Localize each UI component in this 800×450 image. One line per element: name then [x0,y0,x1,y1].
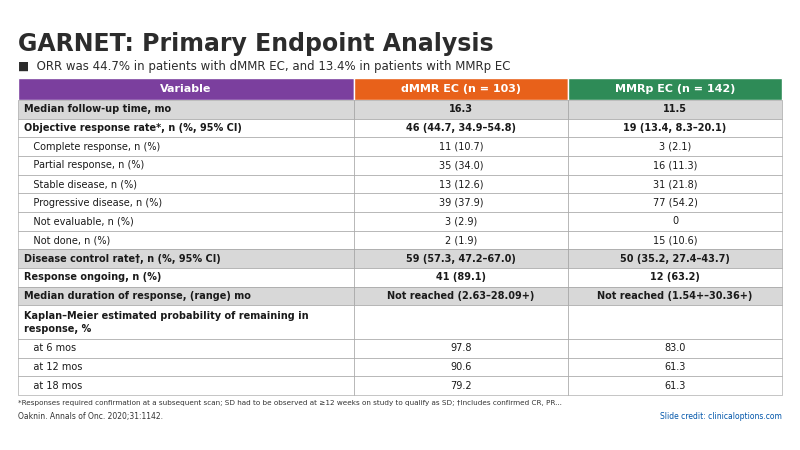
Bar [568,156,782,175]
Bar [354,268,568,287]
Text: Oaknin. Annals of Onc. 2020;31:1142.: Oaknin. Annals of Onc. 2020;31:1142. [18,412,163,421]
Text: Median follow-up time, mo: Median follow-up time, mo [24,104,171,114]
Text: 61.3: 61.3 [664,362,686,372]
Bar [568,119,782,137]
Bar [18,212,354,231]
Bar [568,358,782,376]
Bar [18,156,354,175]
Bar [568,100,782,119]
Text: *Responses required confirmation at a subsequent scan; SD had to be observed at : *Responses required confirmation at a su… [18,400,562,406]
Text: 12 (63.2): 12 (63.2) [650,272,700,282]
Text: at 12 mos: at 12 mos [24,362,82,372]
Bar [354,119,568,137]
Bar [568,231,782,249]
Text: Median duration of response, (range) mo: Median duration of response, (range) mo [24,291,251,301]
Text: 19 (13.4, 8.3–20.1): 19 (13.4, 8.3–20.1) [623,123,726,133]
Text: MMRp EC (n = 142): MMRp EC (n = 142) [615,84,735,94]
Text: 90.6: 90.6 [450,362,472,372]
Bar [18,376,354,395]
Text: Slide credit: clinicaloptions.com: Slide credit: clinicaloptions.com [660,412,782,421]
Bar [18,231,354,249]
Bar [18,339,354,358]
Bar [18,137,354,156]
Text: 11 (10.7): 11 (10.7) [439,142,483,152]
Text: Response ongoing, n (%): Response ongoing, n (%) [24,272,162,282]
Bar [568,212,782,231]
Bar [18,249,354,268]
Bar [354,78,568,100]
Text: Not reached (1.54+–30.36+): Not reached (1.54+–30.36+) [598,291,753,301]
Text: 2 (1.9): 2 (1.9) [445,235,478,245]
Text: ■  ORR was 44.7% in patients with dMMR EC, and 13.4% in patients with MMRp EC: ■ ORR was 44.7% in patients with dMMR EC… [18,60,510,73]
Text: Kaplan–Meier estimated probability of remaining in
response, %: Kaplan–Meier estimated probability of re… [24,310,309,334]
Text: 31 (21.8): 31 (21.8) [653,179,698,189]
Text: Not done, n (%): Not done, n (%) [24,235,110,245]
Text: 39 (37.9): 39 (37.9) [439,198,483,208]
Text: 79.2: 79.2 [450,381,472,391]
Bar [568,249,782,268]
Text: 13 (12.6): 13 (12.6) [439,179,483,189]
Text: 0: 0 [672,216,678,226]
Bar [354,231,568,249]
Text: 3 (2.9): 3 (2.9) [445,216,478,226]
Text: 41 (89.1): 41 (89.1) [436,272,486,282]
Text: Objective response rate*, n (%, 95% CI): Objective response rate*, n (%, 95% CI) [24,123,242,133]
Bar [18,194,354,212]
Text: 15 (10.6): 15 (10.6) [653,235,698,245]
Bar [18,175,354,194]
Bar [354,212,568,231]
Text: Stable disease, n (%): Stable disease, n (%) [24,179,137,189]
Bar [568,268,782,287]
Bar [18,358,354,376]
Bar [354,358,568,376]
Text: dMMR EC (n = 103): dMMR EC (n = 103) [401,84,521,94]
Text: 61.3: 61.3 [664,381,686,391]
Text: at 6 mos: at 6 mos [24,343,76,353]
Text: Not reached (2.63–28.09+): Not reached (2.63–28.09+) [387,291,535,301]
Bar [354,156,568,175]
Bar [354,376,568,395]
Bar [18,100,354,119]
Bar [568,194,782,212]
Bar [18,119,354,137]
Text: at 18 mos: at 18 mos [24,381,82,391]
Bar [354,175,568,194]
Bar [354,137,568,156]
Text: 46 (44.7, 34.9–54.8): 46 (44.7, 34.9–54.8) [406,123,516,133]
Text: 16 (11.3): 16 (11.3) [653,160,698,171]
Bar [18,268,354,287]
Text: 3 (2.1): 3 (2.1) [659,142,691,152]
Text: Partial response, n (%): Partial response, n (%) [24,160,144,171]
Text: GARNET: Primary Endpoint Analysis: GARNET: Primary Endpoint Analysis [18,32,494,56]
Bar [568,339,782,358]
Text: 16.3: 16.3 [449,104,473,114]
Bar [568,376,782,395]
Text: Progressive disease, n (%): Progressive disease, n (%) [24,198,162,208]
Bar [354,306,568,339]
Bar [354,100,568,119]
Bar [18,287,354,306]
Text: 97.8: 97.8 [450,343,472,353]
Text: Variable: Variable [160,84,212,94]
Bar [568,137,782,156]
Bar [568,175,782,194]
Bar [354,287,568,306]
Bar [354,339,568,358]
Text: 59 (57.3, 47.2–67.0): 59 (57.3, 47.2–67.0) [406,254,516,264]
Text: Disease control rate†, n (%, 95% CI): Disease control rate†, n (%, 95% CI) [24,254,221,264]
Text: 77 (54.2): 77 (54.2) [653,198,698,208]
Text: Complete response, n (%): Complete response, n (%) [24,142,160,152]
Text: 11.5: 11.5 [663,104,687,114]
Bar [568,306,782,339]
Bar [568,78,782,100]
Text: 50 (35.2, 27.4–43.7): 50 (35.2, 27.4–43.7) [620,254,730,264]
Bar [18,78,354,100]
Text: 83.0: 83.0 [664,343,686,353]
Bar [354,249,568,268]
Bar [354,194,568,212]
Bar [18,306,354,339]
Bar [568,287,782,306]
Text: Not evaluable, n (%): Not evaluable, n (%) [24,216,134,226]
Text: 35 (34.0): 35 (34.0) [439,160,483,171]
